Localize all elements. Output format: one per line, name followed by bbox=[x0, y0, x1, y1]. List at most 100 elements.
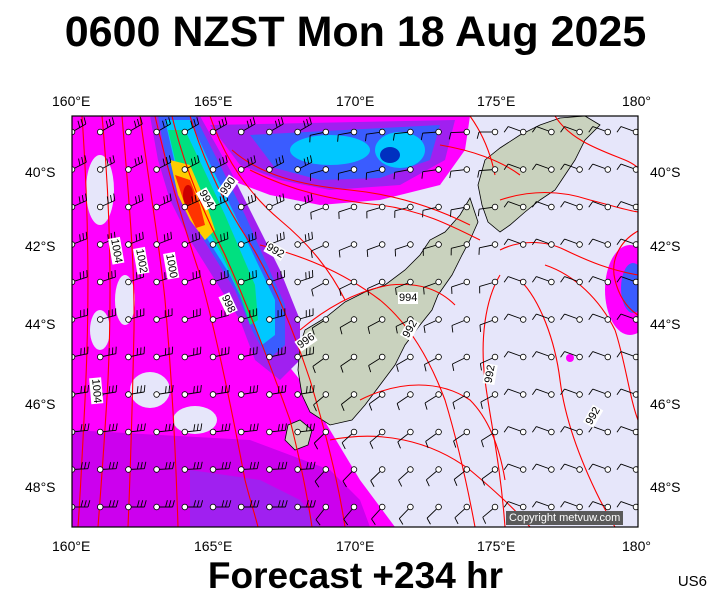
wind-barb-feather bbox=[424, 402, 428, 410]
station-marker bbox=[350, 241, 358, 248]
station-marker bbox=[350, 316, 358, 323]
station-marker bbox=[294, 278, 301, 286]
wind-barb-feather bbox=[281, 385, 283, 393]
wind-barb-feather bbox=[339, 327, 343, 335]
station-marker bbox=[237, 466, 245, 473]
station-marker bbox=[237, 503, 245, 511]
station-marker bbox=[632, 391, 638, 398]
station-marker bbox=[435, 466, 442, 473]
copyright-notice: Copyright metvuw.com bbox=[506, 511, 624, 525]
wind-barb-feather bbox=[82, 233, 85, 241]
wind-barb-feather bbox=[503, 163, 509, 171]
station-marker bbox=[463, 203, 470, 211]
wind-barb-feather bbox=[168, 461, 171, 469]
wind-barb-feather bbox=[256, 384, 259, 393]
station-marker bbox=[491, 391, 499, 398]
station-marker bbox=[604, 166, 611, 173]
wind-barb-feather bbox=[426, 517, 431, 525]
station-marker bbox=[72, 166, 76, 173]
station-marker bbox=[520, 166, 527, 173]
wind-barb-feather bbox=[110, 194, 113, 202]
station-marker bbox=[604, 241, 611, 248]
wind-barb-feather bbox=[531, 238, 537, 246]
wind-barb-feather bbox=[172, 500, 175, 508]
wind-barb-feather bbox=[423, 287, 425, 295]
station-marker bbox=[379, 166, 386, 173]
wind-barb-feather bbox=[228, 384, 230, 393]
station-marker bbox=[350, 166, 358, 173]
station-marker bbox=[407, 166, 414, 173]
wind-barb-feather bbox=[306, 386, 308, 394]
wind-barb-feather bbox=[616, 313, 622, 321]
wind-barb-feather bbox=[247, 196, 250, 204]
station-marker bbox=[576, 241, 583, 248]
wind-barb-feather bbox=[222, 156, 225, 164]
wind-barb-feather bbox=[200, 423, 203, 431]
wind-barb-feather bbox=[198, 231, 201, 239]
station-marker bbox=[379, 128, 386, 136]
lon-label-bottom: 175°E bbox=[477, 538, 516, 554]
station-marker bbox=[379, 466, 386, 473]
wind-barb-feather bbox=[531, 501, 537, 508]
wind-barb-feather bbox=[367, 326, 371, 334]
station-marker bbox=[266, 503, 273, 511]
station-marker bbox=[266, 128, 273, 136]
wind-barb-feather bbox=[304, 234, 307, 242]
wind-barb-feather bbox=[503, 313, 509, 321]
station-marker bbox=[181, 128, 188, 136]
wind-barb-feather bbox=[143, 461, 147, 469]
wind-barb-feather bbox=[420, 133, 424, 141]
station-marker bbox=[463, 353, 470, 361]
station-marker bbox=[604, 428, 611, 436]
lat-label-right: 40°S bbox=[650, 164, 681, 180]
station-marker bbox=[379, 316, 386, 323]
wind-barb-feather bbox=[481, 478, 485, 486]
wind-barb-feather bbox=[309, 423, 312, 431]
station-marker bbox=[520, 316, 527, 323]
wind-barb-feather bbox=[616, 426, 622, 433]
wind-barb-feather bbox=[78, 158, 81, 166]
wind-barb-feather bbox=[143, 384, 146, 393]
station-marker bbox=[435, 428, 442, 436]
wind-barb-feather bbox=[136, 500, 140, 508]
wind-barb-feather bbox=[140, 500, 144, 508]
wind-barb-feather bbox=[477, 170, 480, 178]
station-marker bbox=[604, 203, 611, 211]
wind-barb-feather bbox=[228, 461, 231, 469]
wind-barb-feather bbox=[281, 423, 284, 431]
wind-barb-feather bbox=[220, 234, 222, 242]
wind-barb-feather bbox=[393, 172, 396, 180]
station-marker bbox=[604, 128, 611, 136]
wind-barb-feather bbox=[616, 238, 622, 246]
wind-barb-feather bbox=[168, 385, 171, 393]
station-marker bbox=[72, 128, 76, 136]
wind-barb-feather bbox=[84, 461, 87, 469]
station-marker bbox=[181, 241, 188, 248]
wind-barb-feather bbox=[343, 518, 349, 526]
station-marker bbox=[209, 428, 217, 436]
station-marker bbox=[576, 166, 583, 173]
station-marker bbox=[520, 128, 527, 136]
wind-barb-feather bbox=[588, 126, 594, 133]
station-marker bbox=[294, 353, 301, 361]
station-marker bbox=[153, 428, 160, 436]
wind-barb-feather bbox=[108, 386, 111, 394]
lon-label-top: 165°E bbox=[194, 93, 233, 109]
wind-barb-feather bbox=[425, 479, 430, 487]
wind-barb-feather bbox=[224, 423, 227, 431]
wind-barb-feather bbox=[277, 118, 281, 126]
wind-barb-feather bbox=[256, 461, 260, 469]
wind-barb-feather bbox=[370, 480, 375, 487]
station-marker bbox=[576, 278, 583, 286]
wind-barb-feather bbox=[365, 134, 367, 142]
station-marker bbox=[322, 128, 329, 136]
station-marker bbox=[491, 503, 499, 511]
station-marker bbox=[125, 203, 132, 211]
wind-barb-feather bbox=[79, 234, 81, 242]
wind-barb-feather bbox=[274, 120, 278, 128]
wind-barb-feather bbox=[281, 155, 285, 163]
wind-barb-feather bbox=[106, 158, 109, 166]
station-marker bbox=[294, 503, 301, 511]
wind-barb-feather bbox=[396, 403, 400, 411]
wind-barb-feather bbox=[342, 480, 347, 488]
